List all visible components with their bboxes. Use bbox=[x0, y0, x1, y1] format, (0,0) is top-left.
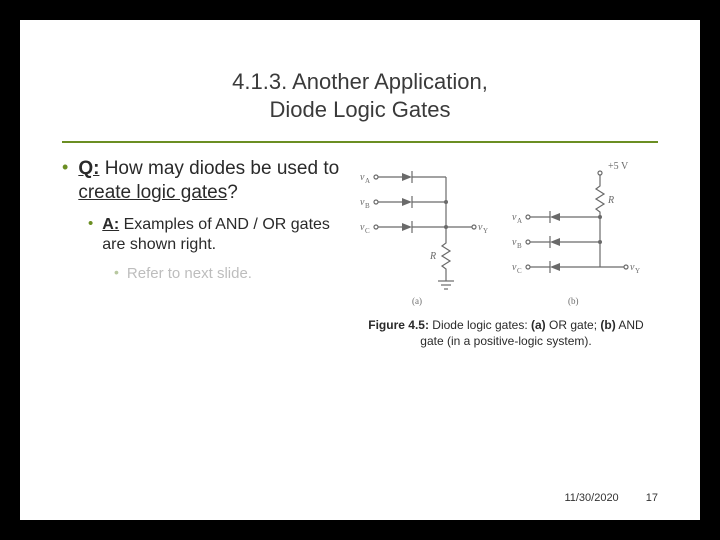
svg-text:C: C bbox=[517, 267, 522, 275]
a-rest: Examples of AND / OR gates are shown rig… bbox=[102, 216, 330, 254]
caption-a-body: OR gate; bbox=[546, 318, 601, 332]
bullet-l3-text: Refer to next slide. bbox=[127, 264, 252, 284]
bullet-level-1: • Q: How may diodes be used to create lo… bbox=[62, 157, 342, 205]
q-u2: create logic gates bbox=[78, 182, 227, 203]
footer-page: 17 bbox=[646, 492, 658, 504]
title-line-2: Diode Logic Gates bbox=[270, 97, 451, 122]
circuit-svg: vA vB vC bbox=[354, 157, 644, 307]
caption-body: Diode logic gates: bbox=[429, 318, 531, 332]
q-tail: ? bbox=[227, 182, 238, 203]
title-line-1: 4.1.3. Another Application, bbox=[232, 69, 488, 94]
title-divider bbox=[62, 141, 658, 143]
q-label: Q: bbox=[78, 158, 99, 179]
bullet-l1-text: Q: How may diodes be used to create logi… bbox=[78, 157, 342, 205]
svg-text:A: A bbox=[517, 217, 522, 225]
footer-date: 11/30/2020 bbox=[564, 492, 618, 504]
content-area: • Q: How may diodes be used to create lo… bbox=[20, 157, 700, 349]
bullet-l2-text: A: Examples of AND / OR gates are shown … bbox=[102, 215, 342, 257]
caption-a: (a) bbox=[531, 318, 546, 332]
circuit-diagram: vA vB vC bbox=[354, 157, 644, 307]
svg-text:(a): (a) bbox=[412, 296, 422, 306]
q-rest: How may diodes be used to bbox=[99, 158, 339, 179]
svg-text:C: C bbox=[365, 227, 370, 235]
bullet-dot-icon: • bbox=[88, 215, 93, 257]
svg-text:Y: Y bbox=[483, 227, 488, 235]
svg-text:+5 V: +5 V bbox=[608, 161, 629, 172]
svg-text:Y: Y bbox=[635, 267, 640, 275]
slide-footer: 11/30/2020 17 bbox=[540, 492, 658, 504]
bullet-level-2: • A: Examples of AND / OR gates are show… bbox=[88, 215, 342, 257]
svg-text:B: B bbox=[517, 242, 522, 250]
figure-column: vA vB vC bbox=[342, 157, 658, 349]
svg-text:(b): (b) bbox=[568, 296, 579, 306]
svg-text:A: A bbox=[365, 177, 370, 185]
circuit-b: +5 V R vA bbox=[512, 161, 640, 306]
svg-text:R: R bbox=[429, 251, 436, 262]
svg-text:R: R bbox=[607, 195, 614, 206]
text-column: • Q: How may diodes be used to create lo… bbox=[62, 157, 342, 349]
bullet-dot-icon: • bbox=[62, 157, 68, 205]
caption-prefix: Figure 4.5: bbox=[368, 318, 429, 332]
slide: 4.1.3. Another Application, Diode Logic … bbox=[20, 20, 700, 520]
slide-title: 4.1.3. Another Application, Diode Logic … bbox=[20, 68, 700, 123]
figure-caption: Figure 4.5: Diode logic gates: (a) OR ga… bbox=[354, 317, 658, 349]
bullet-level-3: • Refer to next slide. bbox=[114, 264, 342, 284]
caption-b: (b) bbox=[600, 318, 615, 332]
circuit-a: vA vB vC bbox=[360, 171, 488, 306]
bullet-dot-icon: • bbox=[114, 264, 119, 284]
svg-text:B: B bbox=[365, 202, 370, 210]
a-label: A: bbox=[102, 216, 119, 233]
